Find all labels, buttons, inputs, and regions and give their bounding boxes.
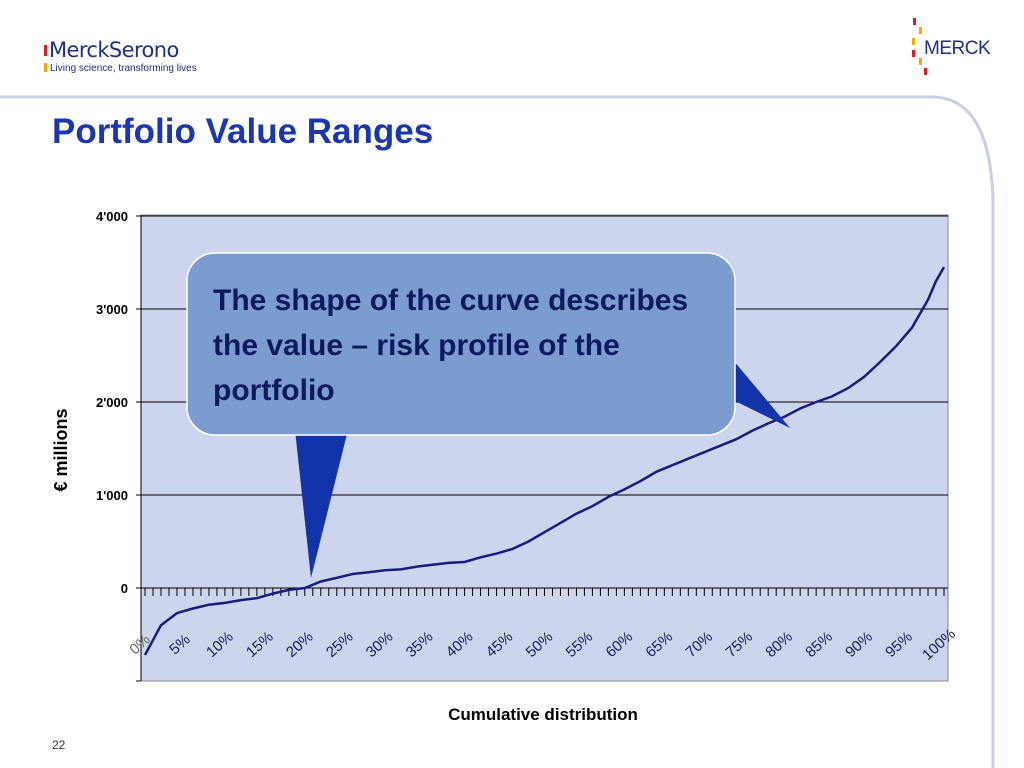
merck-logo-mark xyxy=(912,18,927,75)
merck-serono-logo: MerckSerono Living science, transforming… xyxy=(44,38,197,74)
y-tick-labels: 4'000 3'000 2'000 1'000 0 xyxy=(96,209,128,596)
x-tick-marks xyxy=(144,588,945,596)
y-tick-label: 2'000 xyxy=(96,395,128,410)
y-tick-label: 3'000 xyxy=(96,302,128,317)
brand-name: MerckSerono xyxy=(49,38,179,62)
cumulative-value-curve xyxy=(143,266,946,656)
callout xyxy=(186,252,790,578)
slide-title: Portfolio Value Ranges xyxy=(52,112,434,151)
y-axis-label: € millions xyxy=(51,408,71,491)
axes xyxy=(136,215,142,682)
merck-wordmark: MERCK xyxy=(924,38,991,59)
y-tick-label: 1'000 xyxy=(96,488,128,503)
page-number: 22 xyxy=(52,738,66,752)
callout-text: The shape of the curve describes the val… xyxy=(213,284,689,407)
y-tick-label: 0 xyxy=(121,581,128,596)
callout-pointer-right xyxy=(733,360,790,428)
callout-box xyxy=(186,252,736,436)
y-tick-label: 4'000 xyxy=(96,209,128,224)
x-axis-label: Cumulative distribution xyxy=(448,705,638,724)
callout-pointer-left xyxy=(295,430,348,578)
brand-tagline: Living science, transforming lives xyxy=(50,63,197,74)
merck-logo: MERCK xyxy=(908,18,998,78)
